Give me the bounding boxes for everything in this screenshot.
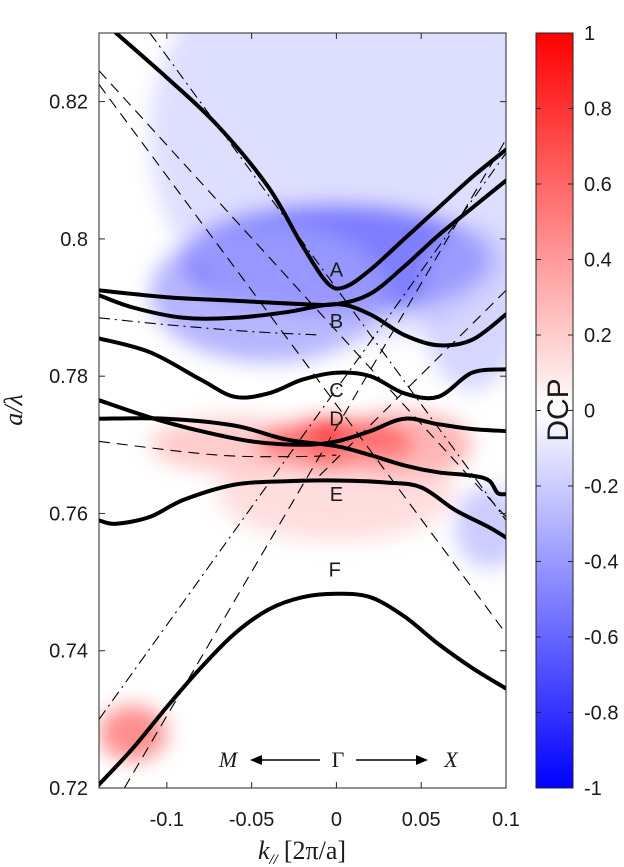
colorbar-tick-label: 0.6: [584, 174, 612, 196]
band-D-upper: [99, 398, 506, 447]
heat-region: [421, 225, 506, 390]
heat-region: [217, 444, 456, 541]
direction-indicator: M Γ X: [218, 747, 459, 772]
band-label-d: D: [329, 409, 343, 431]
y-tick-label: 0.78: [49, 366, 88, 388]
colorbar: -1 -0.8 -0.6 -0.4 -0.2 0 0.2 0.4 0.6 0.8 1 DCP: [535, 23, 618, 800]
colorbar-ticks: -1 -0.8 -0.6 -0.4 -0.2 0 0.2 0.4 0.6 0.8 1: [536, 23, 618, 800]
dashed-steep-up: [123, 139, 506, 788]
plot-area: A B CD E F M Γ X: [98, 32, 507, 789]
y-tick-label: 0.72: [49, 778, 88, 800]
dashdot-falling: [149, 33, 506, 521]
y-tick-label: 0.76: [49, 503, 88, 525]
arrow-right-head: [416, 755, 428, 765]
dashdot-rising: [99, 152, 506, 720]
colorbar-tick-label: -0.8: [584, 703, 618, 725]
x-axis: -0.1 -0.05 0 0.05 0.1: [150, 33, 520, 831]
y-axis-label: a/λ: [0, 394, 28, 425]
x-axis-label-var: k: [258, 836, 270, 865]
colorbar-tick-label: 0.8: [584, 99, 612, 121]
band-label-f: F: [329, 560, 341, 582]
x-tick-label: -0.05: [229, 809, 275, 831]
colorbar-tick-label: -0.2: [584, 476, 618, 498]
band-A-lower: [99, 178, 506, 308]
y-tick-label: 0.82: [49, 92, 88, 114]
colorbar-tick-label: -0.6: [584, 627, 618, 649]
band-F: [99, 591, 506, 787]
direction-label-gamma: Γ: [332, 747, 345, 772]
x-axis-label-units: [2π/a]: [284, 836, 346, 865]
band-label-b: B: [330, 311, 343, 333]
band-label-a: A: [330, 260, 344, 282]
x-tick-label: 0.1: [492, 809, 520, 831]
colorbar-tick-label: -0.4: [584, 552, 618, 574]
band-curves: [99, 33, 506, 787]
y-tick-label: 0.74: [49, 641, 88, 663]
band-D-lower: [99, 416, 506, 497]
dashed-left-upper: [99, 84, 506, 634]
heat-region: [455, 486, 506, 569]
direction-label-x: X: [443, 747, 459, 772]
dashed-right-rising: [319, 290, 506, 477]
x-tick-label: 0: [331, 809, 342, 831]
dashdot-flat: [99, 317, 320, 336]
x-tick-label: -0.1: [150, 809, 184, 831]
direction-label-m: M: [218, 747, 239, 772]
heat-region: [99, 705, 167, 761]
y-tick-label: 0.8: [60, 229, 88, 251]
band-A-upper: [114, 33, 506, 291]
heat-region: [149, 33, 506, 342]
colorbar-tick-label: 0.4: [584, 250, 612, 272]
colorbar-tick-label: 0.2: [584, 325, 612, 347]
y-axis: 0.72 0.74 0.76 0.78 0.8 0.82: [49, 92, 506, 800]
colorbar-tick-label: 1: [584, 23, 595, 45]
band-B: [99, 293, 506, 348]
band-label-c: C: [329, 380, 343, 402]
colorbar-label: DCP: [542, 378, 575, 441]
colorbar-tick-label: -1: [584, 778, 602, 800]
x-axis-label: k// [2π/a]: [258, 836, 346, 867]
x-axis-label-sub: //: [268, 852, 279, 867]
colorbar-tick-label: 0: [584, 401, 595, 423]
dashed-flat-left: [99, 440, 337, 458]
plot-frame: [98, 32, 507, 789]
band-labels: A B CD E F: [329, 260, 344, 582]
band-C: [99, 336, 506, 401]
arrow-left-head: [250, 755, 262, 765]
band-label-e: E: [330, 484, 343, 506]
guide-lines: [99, 33, 506, 788]
x-tick-label: 0.05: [402, 809, 441, 831]
band-E: [99, 478, 506, 540]
